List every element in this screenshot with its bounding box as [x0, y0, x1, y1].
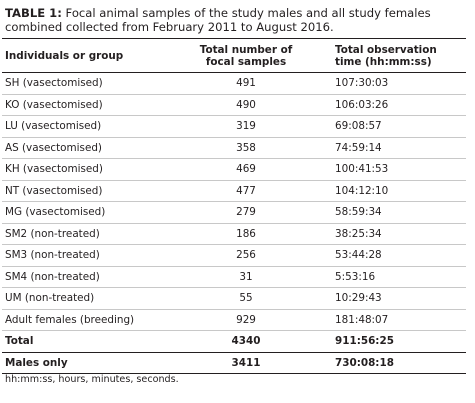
cell-time: 10:29:43	[321, 287, 466, 310]
cell-time: 74:59:14	[321, 137, 466, 159]
table-row: SH (vasectomised) 491 107:30:03	[2, 72, 466, 95]
cell-time: 53:44:28	[321, 244, 466, 267]
header-group: Individuals or group	[2, 38, 171, 73]
males-only-label: Males only	[2, 352, 171, 374]
cell-time: 38:25:34	[321, 223, 466, 245]
cell-time: 106:03:26	[321, 94, 466, 116]
cell-time: 100:41:53	[321, 158, 466, 181]
cell-samples: 279	[171, 201, 321, 224]
cell-samples: 319	[171, 115, 321, 138]
cell-group: Adult females (breeding)	[2, 309, 171, 331]
cell-group: SH (vasectomised)	[2, 72, 171, 95]
table-row: LU (vasectomised) 319 69:08:57	[2, 115, 466, 138]
cell-group: SM4 (non-treated)	[2, 266, 171, 288]
table-row: MG (vasectomised) 279 58:59:34	[2, 201, 466, 224]
cell-samples: 469	[171, 158, 321, 181]
cell-samples: 186	[171, 223, 321, 245]
cell-samples: 358	[171, 137, 321, 159]
cell-group: KH (vasectomised)	[2, 158, 171, 181]
total-label: Total	[2, 330, 171, 353]
table-row: KH (vasectomised) 469 100:41:53	[2, 158, 466, 181]
cell-time: 5:53:16	[321, 266, 466, 288]
cell-group: LU (vasectomised)	[2, 115, 171, 138]
table-row: KO (vasectomised) 490 106:03:26	[2, 94, 466, 116]
caption-label: TABLE 1:	[5, 6, 62, 20]
focal-samples-table: Individuals or group Total number of foca…	[2, 38, 466, 374]
cell-samples: 256	[171, 244, 321, 267]
males-only-row: Males only 3411 730:08:18	[2, 352, 466, 374]
table-footnote: hh:mm:ss, hours, minutes, seconds.	[5, 374, 179, 385]
cell-samples: 929	[171, 309, 321, 331]
cell-time: 107:30:03	[321, 72, 466, 95]
header-samples: Total number of focal samples	[171, 38, 321, 73]
cell-time: 181:48:07	[321, 309, 466, 331]
cell-time: 69:08:57	[321, 115, 466, 138]
table-row: SM2 (non-treated) 186 38:25:34	[2, 223, 466, 245]
cell-samples: 31	[171, 266, 321, 288]
cell-group: SM3 (non-treated)	[2, 244, 171, 267]
table-row: SM3 (non-treated) 256 53:44:28	[2, 244, 466, 267]
cell-time: 104:12:10	[321, 180, 466, 202]
cell-samples: 477	[171, 180, 321, 202]
males-only-time: 730:08:18	[321, 352, 466, 374]
table-caption: TABLE 1: Focal animal samples of the stu…	[5, 6, 467, 34]
cell-group: AS (vasectomised)	[2, 137, 171, 159]
cell-samples: 490	[171, 94, 321, 116]
cell-group: KO (vasectomised)	[2, 94, 171, 116]
header-row: Individuals or group Total number of foca…	[2, 38, 466, 73]
cell-samples: 491	[171, 72, 321, 95]
cell-samples: 55	[171, 287, 321, 310]
table-row: UM (non-treated) 55 10:29:43	[2, 287, 466, 310]
cell-group: SM2 (non-treated)	[2, 223, 171, 245]
table-row: Adult females (breeding) 929 181:48:07	[2, 309, 466, 331]
total-samples: 4340	[171, 330, 321, 353]
cell-group: NT (vasectomised)	[2, 180, 171, 202]
table-row: SM4 (non-treated) 31 5:53:16	[2, 266, 466, 288]
table-row: NT (vasectomised) 477 104:12:10	[2, 180, 466, 202]
caption-text: Focal animal samples of the study males …	[5, 6, 431, 34]
males-only-samples: 3411	[171, 352, 321, 374]
header-time: Total observation time (hh:mm:ss)	[321, 38, 466, 73]
table-row: AS (vasectomised) 358 74:59:14	[2, 137, 466, 159]
cell-time: 58:59:34	[321, 201, 466, 224]
total-time: 911:56:25	[321, 330, 466, 353]
cell-group: UM (non-treated)	[2, 287, 171, 310]
total-row: Total 4340 911:56:25	[2, 330, 466, 353]
cell-group: MG (vasectomised)	[2, 201, 171, 224]
